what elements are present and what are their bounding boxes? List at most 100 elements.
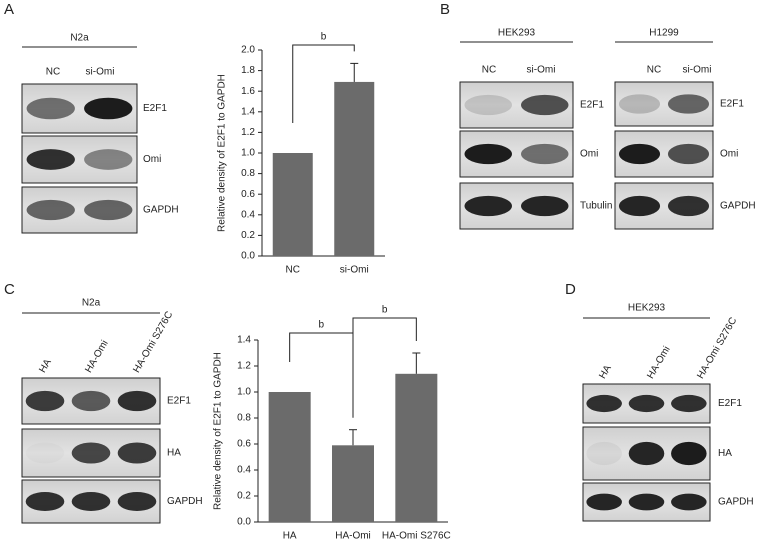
blot-band — [618, 94, 661, 114]
blot-band — [84, 97, 133, 120]
blot-label: Omi — [143, 154, 161, 165]
x-tick-label: NC — [286, 265, 300, 276]
blot-band — [618, 195, 661, 217]
blot-label: E2F1 — [718, 398, 742, 409]
x-tick-label: HA — [283, 531, 297, 542]
blot-label: Omi — [580, 149, 598, 160]
blot-band — [671, 394, 707, 413]
blot-band — [25, 390, 65, 412]
lane-label: HA — [37, 357, 54, 375]
blot-label: GAPDH — [143, 205, 179, 216]
blot-band — [71, 442, 111, 464]
blot-band — [628, 394, 665, 413]
blot-band — [25, 492, 65, 511]
y-tick-label: 0.8 — [241, 168, 255, 179]
blot-band — [628, 441, 665, 466]
significance-label: b — [321, 32, 327, 43]
blot-band — [464, 195, 512, 217]
bar — [395, 373, 438, 522]
blot-band — [618, 143, 661, 165]
blot-label: E2F1 — [720, 99, 744, 110]
lane-label: HA-Omi — [83, 339, 110, 375]
y-tick-label: 0.8 — [237, 413, 251, 424]
y-tick-label: 0.6 — [241, 189, 255, 200]
blot-label: Omi — [720, 149, 738, 160]
bar — [272, 153, 313, 256]
y-tick-label: 2.0 — [241, 45, 255, 56]
x-tick-label: HA-Omi S276C — [382, 531, 451, 542]
bar — [334, 81, 375, 257]
blot-band — [586, 394, 622, 413]
lane-label: si-Omi — [86, 67, 115, 78]
blot-band — [521, 143, 569, 165]
panel-letter: B — [440, 1, 450, 18]
y-tick-label: 0.6 — [237, 439, 251, 450]
lane-label: si-Omi — [683, 65, 712, 76]
blot-band — [26, 97, 75, 120]
bar — [332, 445, 374, 522]
lane-label: HA-Omi — [645, 345, 672, 381]
panel-letter: C — [4, 281, 15, 298]
panel-letter: A — [4, 1, 14, 18]
blot-band — [667, 195, 710, 217]
y-axis-label: Relative density of E2F1 to GAPDH — [213, 352, 224, 510]
cell-line-label: H1299 — [649, 28, 679, 39]
y-axis-label: Relative density of E2F1 to GAPDH — [217, 74, 228, 232]
blot-label: E2F1 — [580, 100, 604, 111]
y-tick-label: 1.6 — [241, 86, 255, 97]
y-tick-label: 0.2 — [237, 491, 251, 502]
cell-line-label: N2a — [82, 298, 101, 309]
blot-band — [26, 199, 75, 221]
blot-band — [521, 195, 569, 217]
y-tick-label: 0.4 — [241, 209, 255, 220]
significance-label: b — [382, 305, 388, 316]
blot-band — [26, 149, 75, 170]
significance-bracket — [352, 317, 417, 400]
y-tick-label: 1.0 — [241, 148, 255, 159]
y-tick-label: 1.8 — [241, 65, 255, 76]
blot-band — [586, 441, 622, 466]
blot-band — [464, 143, 512, 165]
blot-label: GAPDH — [167, 496, 203, 507]
blot-band — [71, 390, 111, 412]
blot-band — [667, 94, 710, 114]
cell-line-label: HEK293 — [498, 28, 536, 39]
y-tick-label: 0.2 — [241, 230, 255, 241]
blot-label: E2F1 — [167, 396, 191, 407]
blot-label: GAPDH — [720, 201, 756, 212]
lane-label: HA — [597, 363, 614, 381]
blot-band — [671, 441, 707, 466]
blot-band — [117, 492, 157, 511]
blot-label: GAPDH — [718, 497, 754, 508]
significance-bracket — [292, 44, 355, 123]
cell-line-label: N2a — [70, 33, 89, 44]
blot-label: Tubulin — [580, 201, 612, 212]
blot-band — [628, 493, 665, 511]
y-tick-label: 1.4 — [237, 335, 251, 346]
y-tick-label: 1.0 — [237, 387, 251, 398]
cell-line-label: HEK293 — [628, 303, 666, 314]
significance-label: b — [319, 320, 325, 331]
blot-band — [671, 493, 707, 511]
blot-band — [586, 493, 622, 511]
y-tick-label: 0.4 — [237, 465, 251, 476]
lane-label: NC — [46, 67, 60, 78]
lane-label: NC — [482, 65, 496, 76]
lane-label: NC — [647, 65, 661, 76]
blot-band — [26, 442, 65, 463]
lane-label: HA-Omi S276C — [131, 310, 175, 375]
panel-letter: D — [565, 281, 576, 298]
y-tick-label: 1.2 — [237, 361, 251, 372]
blot-band — [117, 390, 157, 412]
blot-band — [667, 143, 710, 165]
lane-label: si-Omi — [527, 65, 556, 76]
blot-label: HA — [167, 448, 181, 459]
blot-label: E2F1 — [143, 103, 167, 114]
blot-band — [71, 492, 111, 511]
blot-band — [84, 149, 133, 170]
x-tick-label: HA-Omi — [335, 531, 371, 542]
blot-band — [117, 442, 157, 464]
y-tick-label: 0.0 — [237, 517, 251, 528]
y-tick-label: 1.2 — [241, 127, 255, 138]
